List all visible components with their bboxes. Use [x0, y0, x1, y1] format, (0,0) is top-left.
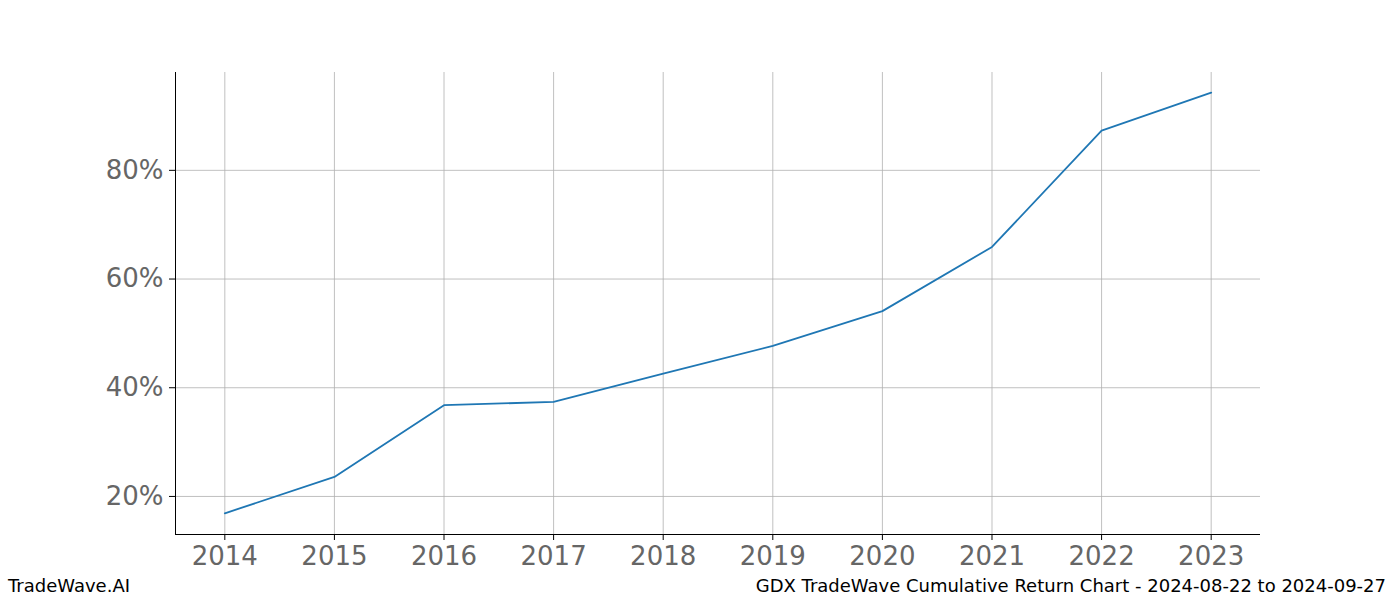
svg-text:2019: 2019 [740, 541, 806, 571]
svg-text:80%: 80% [106, 155, 164, 185]
svg-text:2015: 2015 [301, 541, 367, 571]
html-text:TradeWave.AI: TradeWave.AI [8, 575, 130, 596]
svg-text:40%: 40% [106, 372, 164, 402]
svg-text:2016: 2016 [411, 541, 477, 571]
svg-text:60%: 60% [106, 263, 164, 293]
svg-text:2017: 2017 [521, 541, 587, 571]
svg-text:20%: 20% [106, 481, 164, 511]
html-text:GDX TradeWave Cumulative Retur: GDX TradeWave Cumulative Return Chart - … [755, 575, 1386, 596]
svg-text:2014: 2014 [192, 541, 258, 571]
svg-text:2018: 2018 [630, 541, 696, 571]
svg-text:2020: 2020 [849, 541, 915, 571]
svg-text:2023: 2023 [1178, 541, 1244, 571]
svg-text:2022: 2022 [1068, 541, 1134, 571]
svg-text:2021: 2021 [959, 541, 1025, 571]
